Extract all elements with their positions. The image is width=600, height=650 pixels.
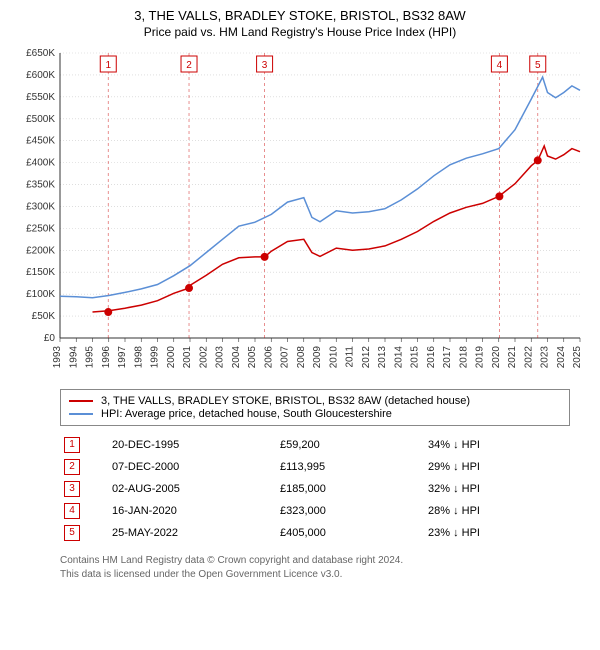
svg-text:1994: 1994 — [68, 346, 79, 369]
svg-text:2011: 2011 — [345, 346, 356, 368]
svg-text:£300K: £300K — [26, 201, 55, 212]
sale-date: 16-JAN-2020 — [108, 500, 276, 522]
sale-date: 20-DEC-1995 — [108, 434, 276, 456]
svg-text:1: 1 — [105, 60, 111, 71]
svg-text:2024: 2024 — [556, 346, 567, 369]
sale-date: 07-DEC-2000 — [108, 456, 276, 478]
sale-vs-hpi: 23% ↓ HPI — [424, 522, 570, 544]
svg-text:5: 5 — [535, 60, 541, 71]
svg-text:£100K: £100K — [26, 289, 55, 300]
sale-price: £185,000 — [276, 478, 424, 500]
svg-text:£0: £0 — [44, 333, 56, 344]
svg-text:2000: 2000 — [166, 346, 177, 369]
svg-text:2006: 2006 — [263, 346, 274, 369]
svg-text:£450K: £450K — [26, 136, 55, 147]
legend: 3, THE VALLS, BRADLEY STOKE, BRISTOL, BS… — [60, 389, 570, 426]
footer-line-1: Contains HM Land Registry data © Crown c… — [60, 554, 570, 568]
sale-vs-hpi: 28% ↓ HPI — [424, 500, 570, 522]
svg-text:2019: 2019 — [475, 346, 486, 369]
title-line-2: Price paid vs. HM Land Registry's House … — [10, 25, 590, 39]
svg-text:£550K: £550K — [26, 92, 55, 103]
svg-text:2023: 2023 — [540, 346, 551, 369]
svg-text:2021: 2021 — [507, 346, 518, 369]
chart-title-block: 3, THE VALLS, BRADLEY STOKE, BRISTOL, BS… — [10, 8, 590, 39]
svg-text:1999: 1999 — [150, 346, 161, 369]
sale-price: £405,000 — [276, 522, 424, 544]
sale-date: 02-AUG-2005 — [108, 478, 276, 500]
svg-text:£500K: £500K — [26, 114, 55, 125]
svg-text:2003: 2003 — [215, 346, 226, 369]
svg-text:1995: 1995 — [85, 346, 96, 369]
svg-text:2014: 2014 — [393, 346, 404, 369]
svg-text:2010: 2010 — [328, 346, 339, 369]
price-chart: £0 £50K £100K £150K £200K £250K £300K £350K £400… — [10, 43, 590, 383]
svg-text:£650K: £650K — [26, 48, 55, 59]
svg-text:£350K: £350K — [26, 180, 55, 191]
table-row: 1 20-DEC-1995£59,20034% ↓ HPI — [60, 434, 570, 456]
svg-text:2004: 2004 — [231, 346, 242, 369]
table-row: 5 25-MAY-2022£405,00023% ↓ HPI — [60, 522, 570, 544]
svg-text:2: 2 — [186, 60, 192, 71]
footer-line-2: This data is licensed under the Open Gov… — [60, 568, 570, 582]
svg-text:4: 4 — [497, 60, 503, 71]
table-row: 2 07-DEC-2000£113,99529% ↓ HPI — [60, 456, 570, 478]
svg-text:2002: 2002 — [198, 346, 209, 369]
svg-text:2012: 2012 — [361, 346, 372, 369]
footer-attribution: Contains HM Land Registry data © Crown c… — [60, 554, 570, 581]
svg-text:1996: 1996 — [101, 346, 112, 369]
svg-text:2025: 2025 — [572, 346, 583, 369]
sale-date: 25-MAY-2022 — [108, 522, 276, 544]
svg-text:1998: 1998 — [133, 346, 144, 369]
table-row: 4 16-JAN-2020£323,00028% ↓ HPI — [60, 500, 570, 522]
sale-vs-hpi: 34% ↓ HPI — [424, 434, 570, 456]
svg-text:£200K: £200K — [26, 245, 55, 256]
svg-text:2015: 2015 — [410, 346, 421, 369]
svg-text:£600K: £600K — [26, 70, 55, 81]
sale-vs-hpi: 29% ↓ HPI — [424, 456, 570, 478]
svg-text:2009: 2009 — [312, 346, 323, 369]
legend-label-property: 3, THE VALLS, BRADLEY STOKE, BRISTOL, BS… — [101, 395, 470, 407]
svg-text:1997: 1997 — [117, 346, 128, 369]
svg-text:2020: 2020 — [491, 346, 502, 369]
sale-price: £323,000 — [276, 500, 424, 522]
sale-price: £113,995 — [276, 456, 424, 478]
legend-swatch-hpi — [69, 413, 93, 415]
legend-swatch-property — [69, 400, 93, 402]
sale-vs-hpi: 32% ↓ HPI — [424, 478, 570, 500]
svg-text:£50K: £50K — [32, 311, 56, 322]
svg-text:1993: 1993 — [52, 346, 63, 369]
sale-index-badge: 3 — [64, 481, 80, 497]
svg-text:£250K: £250K — [26, 223, 55, 234]
svg-text:2007: 2007 — [280, 346, 291, 369]
table-row: 3 02-AUG-2005£185,00032% ↓ HPI — [60, 478, 570, 500]
sales-table: 1 20-DEC-1995£59,20034% ↓ HPI 2 07-DEC-2000… — [60, 434, 570, 544]
legend-label-hpi: HPI: Average price, detached house, Sout… — [101, 408, 392, 420]
svg-text:2008: 2008 — [296, 346, 307, 369]
svg-text:2005: 2005 — [247, 346, 258, 369]
svg-text:2017: 2017 — [442, 346, 453, 369]
sale-index-badge: 2 — [64, 459, 80, 475]
svg-text:2018: 2018 — [458, 346, 469, 369]
svg-text:2013: 2013 — [377, 346, 388, 369]
sale-index-badge: 4 — [64, 503, 80, 519]
sale-index-badge: 5 — [64, 525, 80, 541]
sale-index-badge: 1 — [64, 437, 80, 453]
svg-text:2016: 2016 — [426, 346, 437, 369]
svg-text:2022: 2022 — [523, 346, 534, 369]
svg-text:£150K: £150K — [26, 267, 55, 278]
svg-text:2001: 2001 — [182, 346, 193, 369]
svg-text:3: 3 — [262, 60, 268, 71]
svg-text:£400K: £400K — [26, 158, 55, 169]
sale-price: £59,200 — [276, 434, 424, 456]
title-line-1: 3, THE VALLS, BRADLEY STOKE, BRISTOL, BS… — [10, 8, 590, 23]
